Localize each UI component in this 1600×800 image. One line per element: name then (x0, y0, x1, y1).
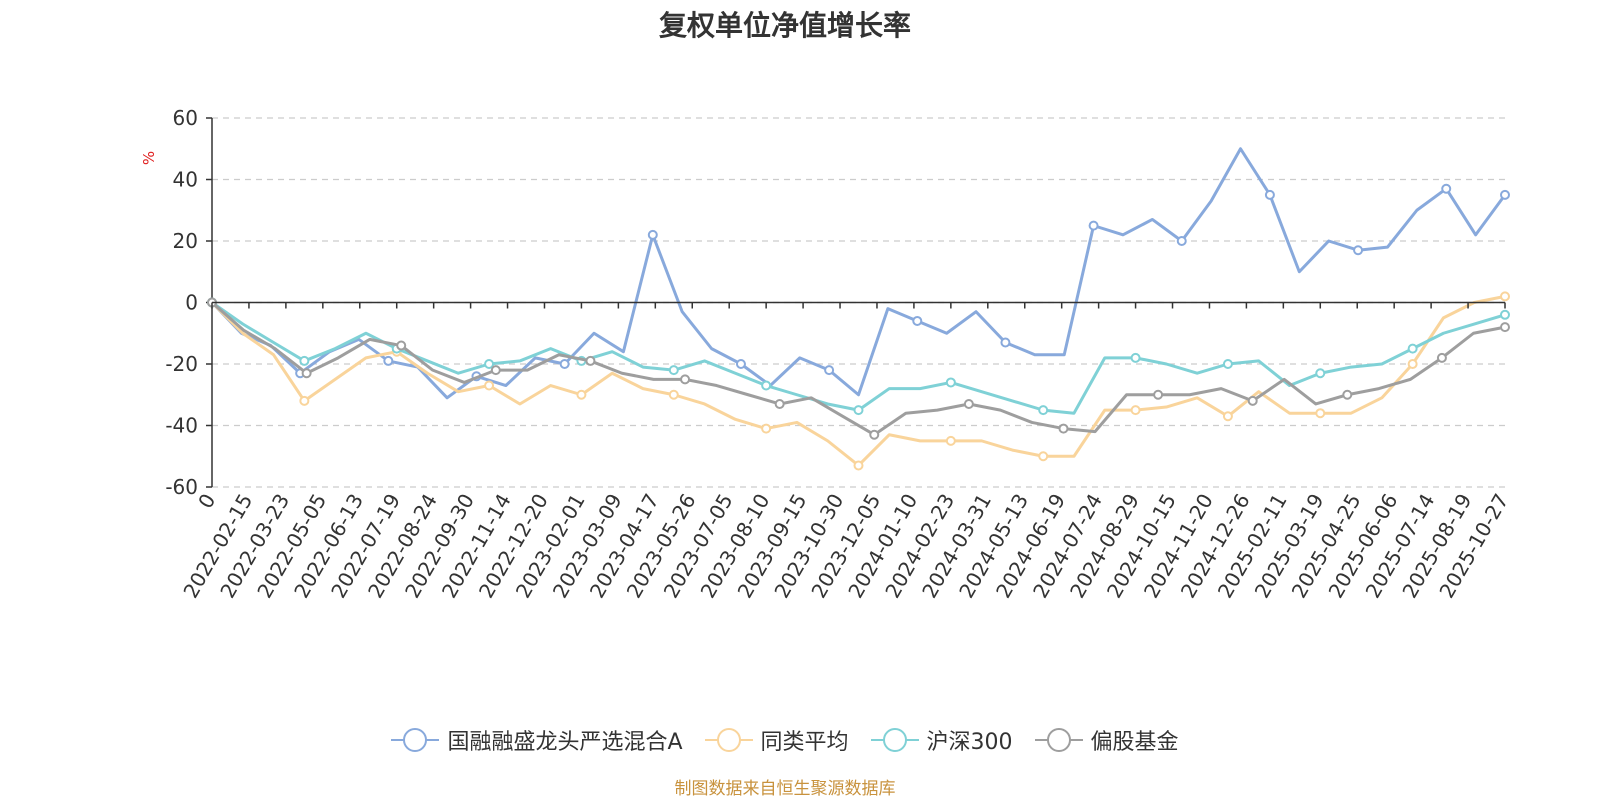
data-point (1038, 451, 1049, 462)
data-point (1315, 368, 1326, 379)
data-point (912, 315, 923, 326)
y-tick-label: 60 (173, 106, 198, 130)
y-tick-label: 20 (173, 229, 198, 253)
data-point (1407, 343, 1418, 354)
series-line (211, 301, 1506, 437)
series-line (210, 294, 1506, 467)
legend-marker-icon (1034, 728, 1083, 752)
legend-label: 国融融盛龙头严选混合A (447, 730, 683, 755)
y-tick-label: -60 (165, 475, 198, 499)
legend-label: 偏股基金 (1090, 730, 1179, 755)
x-axis: 02022-02-152022-03-232022-05-052022-06-1… (178, 301, 1513, 602)
source-footer: 制图数据来自恒生聚源数据库 (674, 779, 896, 799)
legend-marker-icon (870, 728, 919, 752)
data-point (1441, 183, 1452, 194)
data-point (945, 435, 956, 446)
y-axis: 60 40 20 0 -20 -40 -60 (165, 106, 213, 499)
data-point (1247, 395, 1258, 406)
series-1 (207, 147, 1510, 400)
data-point (484, 380, 495, 391)
data-point (585, 355, 596, 366)
series-4 (207, 297, 1510, 440)
y-tick-label: -40 (165, 414, 198, 438)
data-point (853, 460, 864, 471)
y-axis-unit: % (140, 151, 158, 165)
legend-marker-icon (704, 728, 753, 752)
data-point (1342, 389, 1353, 400)
data-point (299, 395, 310, 406)
data-point (1130, 352, 1141, 363)
data-point (647, 229, 658, 240)
data-point (735, 359, 746, 369)
data-point (824, 365, 835, 376)
data-point (1038, 405, 1049, 416)
data-point (1436, 352, 1447, 363)
legend-label: 同类平均 (760, 730, 849, 755)
data-point (1407, 359, 1418, 369)
legend-marker-icon (391, 728, 440, 752)
data-point (668, 389, 679, 400)
y-tick-label: -20 (165, 352, 198, 376)
legend-item-2[interactable]: 同类平均 (704, 724, 849, 756)
data-point (559, 359, 570, 369)
y-tick-label: 40 (173, 168, 198, 192)
series-2 (207, 291, 1510, 471)
legend-item-1[interactable]: 国融融盛龙头严选混合A (391, 724, 683, 756)
series-line (210, 147, 1507, 400)
data-point (1000, 337, 1011, 348)
data-point (1058, 423, 1069, 434)
legend-label: 沪深300 (926, 730, 1013, 755)
legend: 国融融盛龙头严选混合A 同类平均 沪深300 偏股基金 (0, 724, 1570, 756)
data-point (1088, 220, 1099, 231)
data-point (299, 355, 310, 366)
data-point (853, 405, 864, 416)
data-point (668, 365, 679, 376)
legend-item-3[interactable]: 沪深300 (870, 724, 1013, 756)
data-point (774, 398, 785, 409)
y-tick-label: 0 (185, 291, 198, 315)
data-point (1500, 189, 1510, 200)
data-point (1153, 389, 1164, 400)
data-point (761, 380, 772, 391)
data-point (869, 429, 880, 440)
data-point (1264, 189, 1275, 200)
data-point (1130, 405, 1141, 416)
data-point (1222, 411, 1233, 422)
data-point (1353, 245, 1364, 256)
data-point (383, 355, 394, 366)
data-point (1500, 322, 1510, 333)
line-chart: 60 40 20 0 -20 -40 -60 02022-02-152022-03-2320… (140, 106, 1513, 602)
data-point (1222, 359, 1233, 369)
data-point (1315, 408, 1326, 419)
data-point (963, 398, 974, 409)
data-point (945, 377, 956, 388)
data-point (396, 340, 407, 351)
data-point (761, 423, 772, 434)
x-tick-label: 0 (193, 490, 220, 513)
data-point (301, 368, 312, 379)
chart-title: 复权单位净值增长率 (658, 9, 911, 42)
data-point (484, 359, 495, 369)
legend-item-4[interactable]: 偏股基金 (1034, 724, 1179, 756)
data-point (1176, 236, 1187, 246)
data-point (1500, 309, 1510, 320)
data-point (576, 389, 587, 400)
data-point (1500, 291, 1510, 302)
data-point (680, 374, 691, 385)
series-3 (207, 297, 1510, 416)
series-lines (207, 147, 1510, 471)
data-point (490, 365, 501, 376)
